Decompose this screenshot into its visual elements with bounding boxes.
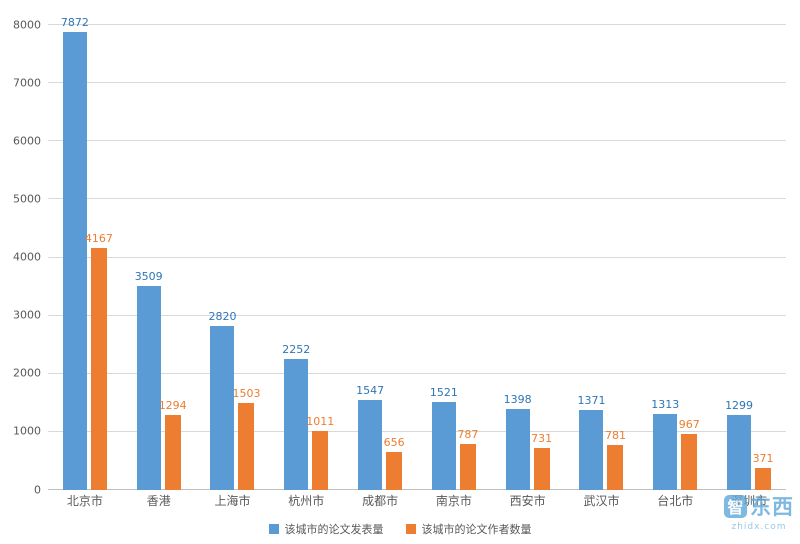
bar-series-1: 1011	[306, 415, 334, 490]
watermark-logo-icon: 智	[724, 494, 747, 518]
x-category-label: 武汉市	[583, 494, 620, 508]
watermark-url: zhidx.com	[731, 522, 787, 532]
x-category-label: 南京市	[435, 494, 472, 508]
bar-group: 1313 967	[638, 25, 712, 490]
gridline: 7000	[13, 76, 786, 89]
y-tick-label: 5000	[13, 192, 41, 206]
bar-series-1: 656	[384, 436, 405, 490]
bar-value-label: 1299	[725, 398, 754, 412]
bar-series-0: 1299	[725, 399, 753, 490]
bar-value-label: 3509	[134, 270, 163, 284]
gridline: 6000	[13, 134, 786, 147]
legend-item: 该城市的论文发表量	[268, 521, 384, 537]
bar-group: 2820 1503	[196, 25, 270, 490]
bar-value-label: 1313	[651, 397, 680, 411]
gridline: 5000	[13, 192, 786, 205]
bar-series-1: 4167	[85, 232, 113, 490]
bar-value-label: 731	[531, 431, 553, 445]
y-tick-label: 7000	[13, 76, 41, 90]
bar-value-label: 967	[678, 417, 700, 431]
x-category-label: 成都市	[362, 494, 399, 508]
watermark-brand-text: 东西	[750, 495, 794, 519]
bar-group: 1371 781	[565, 25, 639, 490]
bar-group: 1547 656	[343, 25, 417, 490]
y-tick-label: 8000	[13, 18, 41, 31]
bar-group: 3509 1294	[122, 25, 196, 490]
x-category-label: 杭州市	[288, 494, 325, 508]
bar-value-label: 656	[383, 435, 405, 449]
legend-swatch	[405, 524, 416, 534]
x-axis-baseline: 0	[34, 483, 786, 496]
bar-series-1: 371	[753, 452, 774, 490]
legend-label: 该城市的论文作者数量	[421, 523, 532, 536]
bar-series-0: 2252	[282, 343, 310, 490]
bar-series-1: 1503	[232, 387, 260, 490]
bar-series-0: 1371	[577, 394, 605, 490]
watermark-logo: 智 东西	[724, 491, 794, 521]
bar-value-label: 4167	[84, 231, 113, 245]
legend-swatch	[268, 524, 279, 534]
bar-value-label: 1521	[429, 385, 458, 399]
bar-value-label: 1503	[232, 386, 261, 400]
bar-value-label: 1398	[503, 392, 532, 406]
x-category-label: 西安市	[509, 494, 546, 508]
bar-series-1: 967	[679, 418, 700, 490]
bar-series-1: 787	[457, 428, 478, 490]
bar-series-1: 781	[605, 429, 626, 490]
x-category-label: 台北市	[657, 494, 694, 508]
gridline: 4000	[13, 251, 786, 264]
gridline: 3000	[13, 309, 786, 322]
gridline: 8000	[13, 18, 786, 31]
gridlines-layer: 0 1000 2000 3000 4000 5000 6000 7000 8000	[13, 18, 786, 496]
bar-group: 7872 4167	[48, 16, 122, 490]
legend-item: 该城市的论文作者数量	[405, 521, 532, 537]
y-tick-label: 4000	[13, 250, 41, 264]
bar-value-label: 2252	[282, 343, 311, 357]
bar-series-0: 1398	[504, 393, 532, 490]
x-category-label: 香港	[146, 494, 171, 508]
bars-layer: 7872 4167 3509 1294 2820 1503 2252 1011 1547 656 1…	[48, 16, 786, 490]
bar-value-label: 787	[457, 428, 479, 442]
y-tick-label: 0	[34, 483, 41, 496]
bar-series-0: 1547	[356, 384, 384, 490]
bar-series-1: 731	[531, 432, 552, 490]
gridline: 2000	[13, 367, 786, 380]
bar-series-0: 2820	[208, 310, 236, 490]
y-tick-label: 6000	[13, 134, 41, 148]
bar-series-1: 1294	[159, 399, 187, 490]
y-tick-label: 1000	[13, 424, 41, 438]
bar-group: 1398 731	[491, 25, 565, 490]
watermark: 智 东西 zhidx.com	[724, 491, 794, 532]
y-tick-label: 3000	[13, 308, 41, 322]
legend-label: 该城市的论文发表量	[284, 523, 384, 536]
x-category-label: 上海市	[214, 494, 251, 508]
gridline: 1000	[13, 425, 786, 438]
bar-group: 2252 1011	[269, 25, 343, 490]
bar-series-0: 1313	[651, 398, 679, 490]
bar-group: 1299 371	[712, 25, 786, 490]
bar-value-label: 7872	[60, 16, 89, 30]
bar-group: 1521 787	[417, 25, 491, 490]
bar-series-0: 1521	[430, 386, 458, 490]
plot-area: 0 1000 2000 3000 4000 5000 6000 7000 8000 7872 41…	[13, 16, 786, 496]
bar-series-0: 7872	[61, 16, 89, 490]
bar-value-label: 371	[752, 452, 774, 466]
bar-series-0: 3509	[135, 270, 163, 490]
y-tick-label: 2000	[13, 366, 41, 380]
bar-value-label: 781	[604, 428, 626, 442]
x-category-label: 北京市	[66, 494, 103, 508]
bar-value-label: 1547	[356, 384, 385, 398]
bar-value-label: 2820	[208, 310, 237, 324]
bar-value-label: 1294	[158, 398, 187, 412]
bar-value-label: 1371	[577, 394, 606, 408]
x-axis: 北京市 香港 上海市 杭州市 成都市 南京市 西安市 武汉市 台北市 深圳市	[48, 492, 786, 509]
bar-value-label: 1011	[306, 415, 335, 429]
legend: 该城市的论文发表量 该城市的论文作者数量	[0, 521, 800, 537]
